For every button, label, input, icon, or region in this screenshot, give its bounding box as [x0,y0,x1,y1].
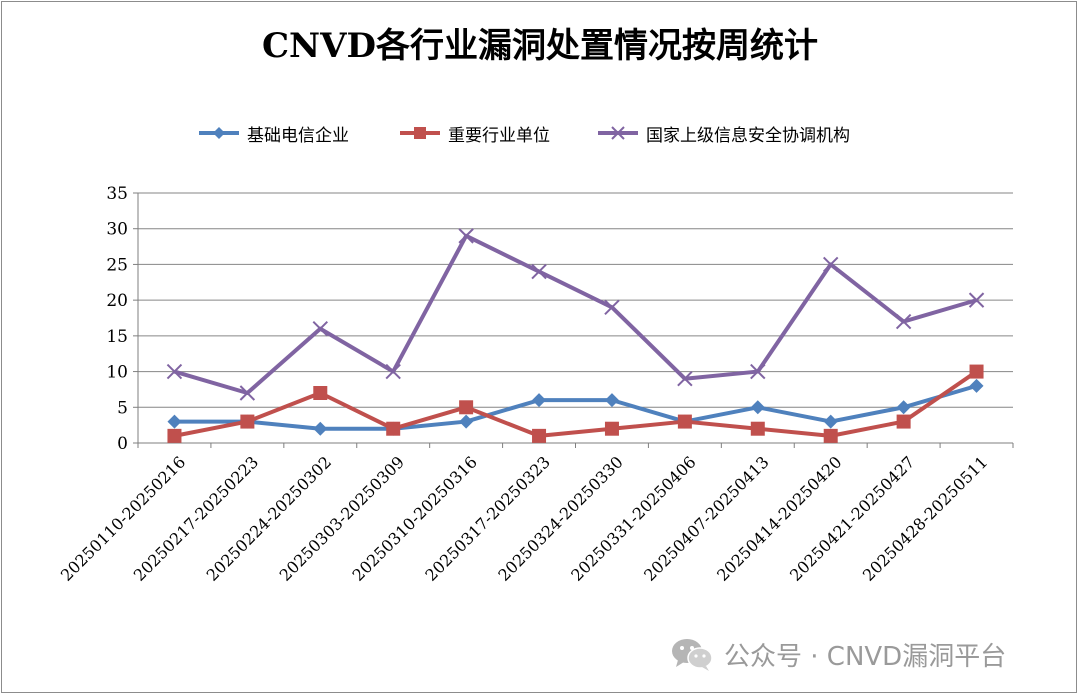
legend-label-series-1: 重要行业单位 [448,125,550,146]
series-line-1 [174,369,978,438]
data-point-series-1 [823,428,838,443]
data-point-series-1 [313,386,328,400]
watermark: 公众号 · CNVD漏洞平台 [670,632,1006,676]
data-point-series-2 [312,321,328,337]
data-point-series-1 [896,414,911,429]
wechat-icon [672,639,713,671]
data-point-series-1 [969,364,984,379]
legend-label-series-2: 国家上级信息安全协调机构 [646,125,850,146]
legend-marker-x-icon [598,126,638,140]
y-tick-label: 5 [117,398,128,418]
data-point-series-1 [459,400,474,415]
y-tick-label: 0 [117,434,128,454]
x-tick-label: 20250421-20250427 [786,452,918,584]
x-tick-label: 20250317-20250323 [421,452,553,584]
data-point-series-0 [896,400,911,415]
data-point-series-2 [823,256,839,273]
legend-label-series-0: 基础电信企业 [247,125,349,146]
x-tick-label: 20250331-20250406 [567,452,699,584]
data-point-series-2 [968,292,985,308]
series-line-0 [174,383,978,431]
data-point-series-1 [167,428,182,443]
data-point-series-2 [750,363,766,380]
x-tick-label: 20250407-20250413 [640,452,772,584]
legend-item-series-0: 基础电信企业 [197,118,349,148]
x-tick-label: 20250414-20250420 [713,452,845,584]
data-point-series-1 [677,414,692,429]
data-point-series-0 [969,378,984,393]
data-point-series-0 [750,400,765,415]
series-line-2 [173,233,978,395]
legend-item-series-1: 重要行业单位 [398,118,550,148]
legend-item-series-2: 国家上级信息安全协调机构 [596,118,850,148]
y-tick-label: 20 [106,291,128,311]
data-point-series-2 [166,363,183,380]
data-point-series-2 [385,363,401,380]
y-tick-label: 15 [106,327,128,347]
x-tick-label: 20250310-20250316 [349,452,481,584]
x-tick-label: 20250428-20250511 [859,452,991,584]
data-point-series-0 [459,414,474,429]
data-point-series-1 [532,428,547,443]
legend-marker-square-icon [400,127,440,139]
data-point-series-2 [677,371,693,387]
chart-title: CNVD各行业漏洞处置情况按周统计 [261,26,818,66]
y-tick-label: 35 [106,184,128,204]
watermark-text: 公众号 · CNVD漏洞平台 [724,641,1007,672]
data-point-series-0 [313,421,328,436]
y-tick-label: 10 [106,363,128,383]
legend-marker-diamond-icon [199,127,239,139]
y-tick-label: 25 [106,255,128,275]
x-tick-label: 20250303-20250309 [276,452,408,584]
chart-legend: 基础电信企业 重要行业单位 国家上级信息安全协调机构 [0,118,1080,148]
y-tick-label: 30 [106,220,128,240]
data-point-series-2 [604,299,620,315]
data-point-series-1 [240,414,255,429]
data-point-series-0 [532,393,547,408]
data-point-series-1 [750,421,765,436]
x-tick-label: 20250224-20250302 [203,452,335,584]
x-tick-label: 20250324-20250330 [494,452,626,584]
x-tick-label: 20250217-20250223 [130,452,262,584]
x-tick-label: 20250110-20250216 [57,452,189,584]
data-point-series-2 [458,228,474,244]
data-point-series-1 [386,421,401,436]
data-point-series-2 [239,385,256,401]
data-point-series-0 [604,393,619,408]
data-point-series-0 [823,414,838,429]
data-point-series-2 [531,263,547,280]
data-point-series-2 [895,313,912,330]
data-point-series-0 [167,414,182,429]
data-point-series-1 [604,421,619,436]
